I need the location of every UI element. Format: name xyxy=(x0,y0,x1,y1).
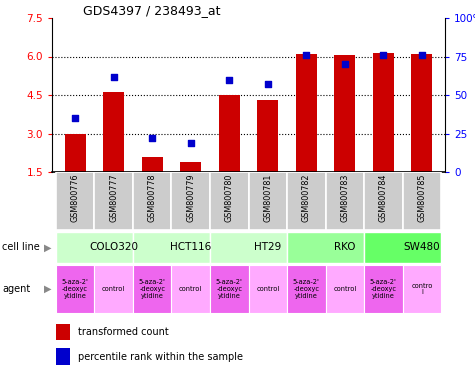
Point xyxy=(226,76,233,83)
Bar xyxy=(210,232,287,263)
Text: GDS4397 / 238493_at: GDS4397 / 238493_at xyxy=(84,4,221,17)
Bar xyxy=(56,265,95,313)
Text: 5-aza-2'
-deoxyc
ytidine: 5-aza-2' -deoxyc ytidine xyxy=(370,279,397,299)
Bar xyxy=(56,323,70,340)
Text: transformed count: transformed count xyxy=(77,327,168,337)
Bar xyxy=(364,172,403,230)
Bar xyxy=(56,348,70,365)
Text: GSM800779: GSM800779 xyxy=(186,174,195,222)
Bar xyxy=(218,95,240,172)
Point xyxy=(110,73,117,79)
Bar xyxy=(180,162,201,172)
Text: GSM800776: GSM800776 xyxy=(71,174,80,222)
Bar xyxy=(56,232,133,263)
Bar xyxy=(403,172,441,230)
Text: control: control xyxy=(102,286,125,292)
Bar xyxy=(257,100,278,172)
Text: SW480: SW480 xyxy=(404,243,440,253)
Bar xyxy=(325,172,364,230)
Bar xyxy=(210,265,248,313)
Text: GSM800778: GSM800778 xyxy=(148,174,157,222)
Text: GSM800782: GSM800782 xyxy=(302,174,311,222)
Point xyxy=(418,52,426,58)
Bar xyxy=(287,232,364,263)
Bar xyxy=(95,172,133,230)
Text: RKO: RKO xyxy=(334,243,356,253)
Text: GSM800781: GSM800781 xyxy=(263,174,272,222)
Bar xyxy=(325,265,364,313)
Bar xyxy=(95,265,133,313)
Point xyxy=(303,52,310,58)
Text: agent: agent xyxy=(2,284,30,294)
Bar xyxy=(334,55,355,172)
Bar xyxy=(171,172,210,230)
Point xyxy=(341,61,349,67)
Bar xyxy=(56,172,95,230)
Bar xyxy=(142,157,163,172)
Bar xyxy=(171,265,210,313)
Text: GSM800777: GSM800777 xyxy=(109,174,118,222)
Text: HT29: HT29 xyxy=(254,243,281,253)
Bar xyxy=(248,265,287,313)
Bar xyxy=(287,265,325,313)
Text: GSM800785: GSM800785 xyxy=(418,174,427,222)
Text: 5-aza-2'
-deoxyc
ytidine: 5-aza-2' -deoxyc ytidine xyxy=(216,279,243,299)
Text: cell line: cell line xyxy=(2,243,40,253)
Text: GSM800783: GSM800783 xyxy=(340,174,349,222)
Text: ▶: ▶ xyxy=(44,284,51,294)
Point xyxy=(148,135,156,141)
Bar xyxy=(296,54,317,172)
Text: control: control xyxy=(333,286,356,292)
Text: 5-aza-2'
-deoxyc
ytidine: 5-aza-2' -deoxyc ytidine xyxy=(293,279,320,299)
Bar xyxy=(65,134,86,172)
Point xyxy=(380,52,387,58)
Text: percentile rank within the sample: percentile rank within the sample xyxy=(77,351,243,361)
Text: control: control xyxy=(179,286,202,292)
Bar xyxy=(210,172,248,230)
Bar xyxy=(403,265,441,313)
Bar xyxy=(133,172,171,230)
Bar xyxy=(248,172,287,230)
Bar xyxy=(364,265,403,313)
Point xyxy=(71,115,79,121)
Bar xyxy=(287,172,325,230)
Bar xyxy=(411,54,432,172)
Text: GSM800780: GSM800780 xyxy=(225,174,234,222)
Bar xyxy=(373,53,394,172)
Text: HCT116: HCT116 xyxy=(170,243,211,253)
Text: 5-aza-2'
-deoxyc
ytidine: 5-aza-2' -deoxyc ytidine xyxy=(139,279,166,299)
Point xyxy=(187,140,194,146)
Bar xyxy=(103,93,124,172)
Bar xyxy=(133,232,210,263)
Text: ▶: ▶ xyxy=(44,243,51,253)
Point xyxy=(264,81,272,87)
Bar xyxy=(133,265,171,313)
Text: 5-aza-2'
-deoxyc
ytidine: 5-aza-2' -deoxyc ytidine xyxy=(62,279,88,299)
Text: contro
l: contro l xyxy=(411,283,433,296)
Text: control: control xyxy=(256,286,279,292)
Text: GSM800784: GSM800784 xyxy=(379,174,388,222)
Text: COLO320: COLO320 xyxy=(89,243,138,253)
Bar xyxy=(364,232,441,263)
